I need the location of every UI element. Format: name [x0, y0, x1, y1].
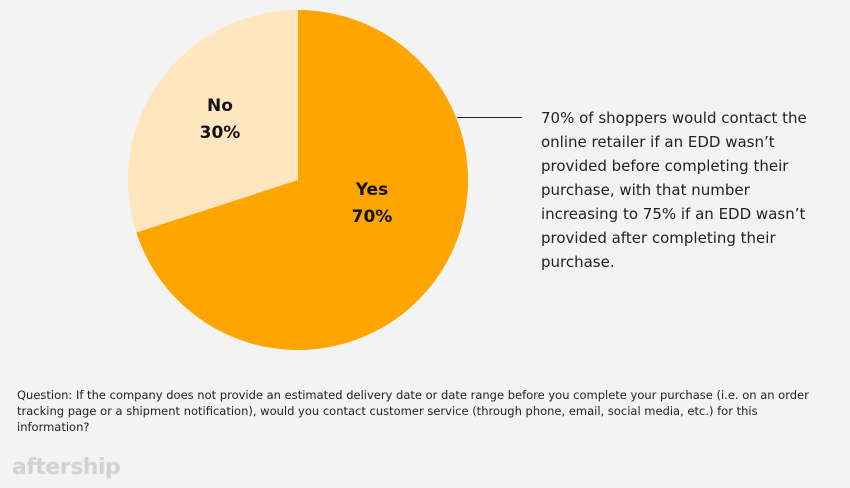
slice-label-yes-value: 70%	[351, 207, 393, 227]
slice-label-yes: Yes 70%	[332, 177, 412, 231]
annotation-text: 70% of shoppers would contact the online…	[541, 109, 807, 271]
slice-label-yes-name: Yes	[355, 180, 389, 200]
survey-question: Question: If the company does not provid…	[17, 388, 809, 434]
slice-label-no-value: 30%	[199, 123, 241, 143]
slice-label-no: No 30%	[180, 93, 260, 147]
callout-line	[457, 117, 522, 118]
pie-slice-no	[127, 10, 298, 233]
pie-slice-yes	[136, 10, 469, 350]
slice-label-no-name: No	[207, 96, 233, 116]
aftership-logo: aftership	[12, 455, 121, 480]
